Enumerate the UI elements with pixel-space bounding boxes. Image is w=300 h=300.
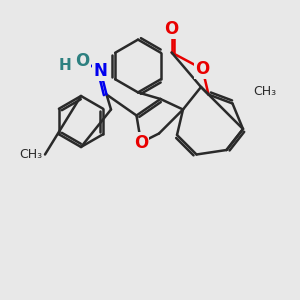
- Text: O: O: [134, 134, 148, 152]
- Text: O: O: [75, 52, 90, 70]
- Text: CH₃: CH₃: [254, 85, 277, 98]
- Text: O: O: [195, 60, 210, 78]
- Text: H: H: [58, 58, 71, 74]
- Text: N: N: [94, 61, 107, 80]
- Text: CH₃: CH₃: [19, 148, 42, 161]
- Text: O: O: [164, 20, 179, 38]
